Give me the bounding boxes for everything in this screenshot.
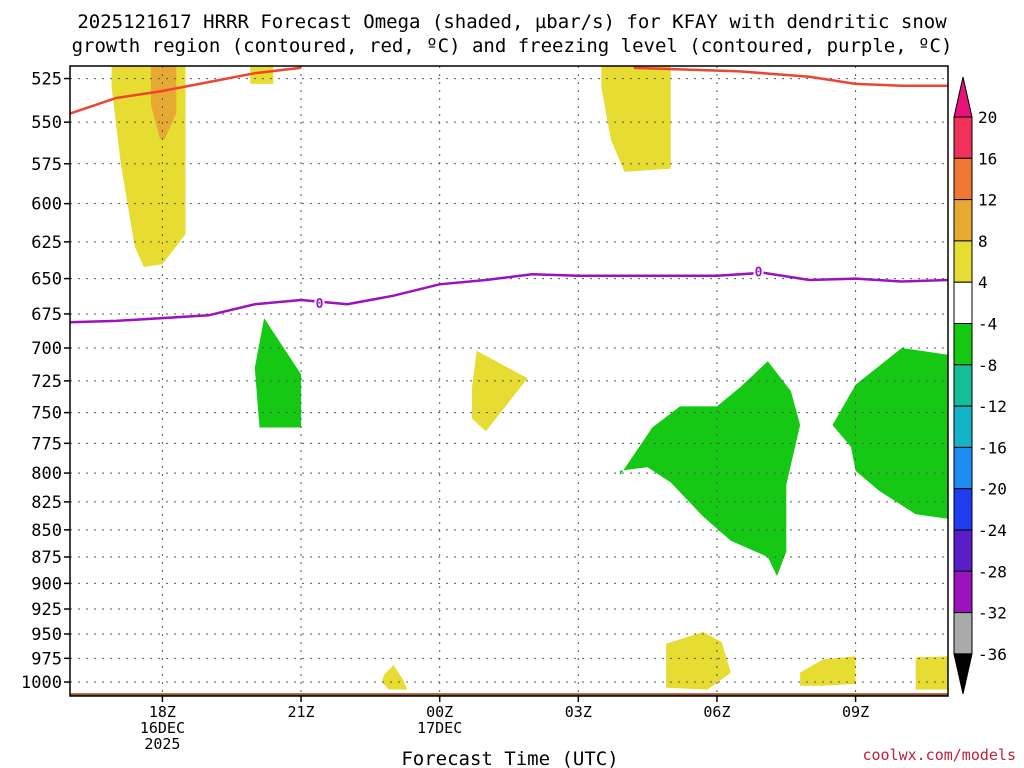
x-tick-label: 06Z	[703, 703, 730, 721]
colorbar-swatch	[953, 281, 973, 325]
colorbar-label: -28	[978, 562, 1007, 581]
y-tick-label: 775	[31, 434, 62, 454]
colorbar-label: -36	[978, 645, 1007, 664]
y-tick-label: 675	[31, 305, 62, 325]
grid-lines	[70, 66, 948, 696]
omega-region	[800, 656, 856, 686]
freezing-level-label: 0	[316, 297, 324, 312]
freezing-level-line	[70, 271, 948, 324]
colorbar-top-arrow	[953, 76, 973, 118]
colorbar-label: -32	[978, 604, 1007, 623]
y-tick-label: 825	[31, 493, 62, 513]
colorbar-swatch	[953, 529, 973, 572]
colorbar-swatch	[953, 570, 973, 614]
credit-link[interactable]: coolwx.com/models	[862, 746, 1016, 764]
y-tick-label: 650	[31, 270, 62, 290]
contour-label-bg	[753, 263, 764, 279]
x-axis-title: Forecast Time (UTC)	[401, 748, 618, 768]
colorbar-label: 12	[978, 191, 997, 210]
omega-region	[832, 348, 948, 519]
ground-strip	[70, 693, 948, 696]
colorbar-swatch	[953, 488, 973, 531]
dgz-contour-line	[70, 66, 302, 115]
y-tick-label: 975	[31, 649, 62, 669]
colorbar-swatch	[953, 612, 973, 655]
omega-region	[381, 665, 408, 690]
y-tick-label: 600	[31, 195, 62, 215]
colorbar-label: -24	[978, 521, 1007, 540]
x-tick-label: 03Z	[565, 703, 592, 721]
y-tick-label: 925	[31, 600, 62, 620]
y-tick-label: 1000	[21, 673, 62, 693]
y-tick-label: 700	[31, 339, 62, 359]
y-tick-label: 950	[31, 625, 62, 645]
dgz-contour-line	[633, 66, 948, 87]
colorbar-swatch	[953, 323, 973, 366]
y-axis: 525 550 575 600 625 650 675 700 725 750 775 800 825 8…	[21, 70, 70, 693]
y-tick-label: 850	[31, 521, 62, 541]
omega-region	[254, 318, 302, 428]
omega-region	[150, 66, 177, 139]
colorbar-label: 16	[978, 149, 997, 168]
y-tick-label: 725	[31, 372, 62, 392]
colorbar-label: 8	[978, 232, 988, 251]
omega-region	[250, 66, 274, 84]
y-tick-label: 550	[31, 113, 62, 133]
y-tick-label: 575	[31, 155, 62, 175]
contours: 00	[70, 66, 948, 324]
colorbar-label: -16	[978, 438, 1007, 457]
colorbar: 20 16 12 8 4 -4 -8 -12 -16 -20 -24 -28 -32 -36	[953, 76, 1007, 695]
x-tick-label: 00Z	[426, 703, 453, 721]
omega-regions	[111, 66, 948, 690]
y-tick-label: 625	[31, 233, 62, 253]
x-tick-label: 09Z	[842, 703, 869, 721]
omega-region	[666, 632, 731, 690]
colorbar-swatch	[953, 364, 973, 407]
colorbar-swatch	[953, 157, 973, 201]
omega-region	[601, 66, 671, 172]
colorbar-label: -20	[978, 480, 1007, 499]
omega-region	[619, 361, 801, 577]
colorbar-bottom-arrow	[953, 653, 973, 695]
colorbar-swatch	[953, 116, 973, 159]
x-tick-label: 16DEC	[140, 719, 185, 737]
colorbar-label: 4	[978, 273, 988, 292]
chart-title: 2025121617 HRRR Forecast Omega (shaded, …	[71, 11, 953, 57]
omega-region	[915, 656, 948, 690]
y-tick-label: 875	[31, 548, 62, 568]
colorbar-swatch	[953, 240, 973, 283]
colorbar-swatch	[953, 446, 973, 490]
colorbar-label: -12	[978, 397, 1007, 416]
y-tick-label: 750	[31, 404, 62, 424]
y-tick-label: 525	[31, 70, 62, 90]
x-tick-label: 18Z	[149, 703, 176, 721]
y-tick-label: 800	[31, 464, 62, 484]
contour-label-bg	[314, 294, 325, 310]
y-tick-label: 900	[31, 574, 62, 594]
colorbar-label: 20	[978, 108, 997, 127]
colorbar-label: -4	[978, 315, 997, 334]
omega-region	[472, 350, 528, 432]
x-tick-label: 2025	[144, 735, 180, 753]
colorbar-label: -8	[978, 356, 997, 375]
x-tick-label: 17DEC	[417, 719, 462, 737]
colorbar-swatch	[953, 199, 973, 242]
x-tick-label: 21Z	[288, 703, 315, 721]
freezing-level-label: 0	[755, 265, 763, 280]
colorbar-swatch	[953, 405, 973, 448]
